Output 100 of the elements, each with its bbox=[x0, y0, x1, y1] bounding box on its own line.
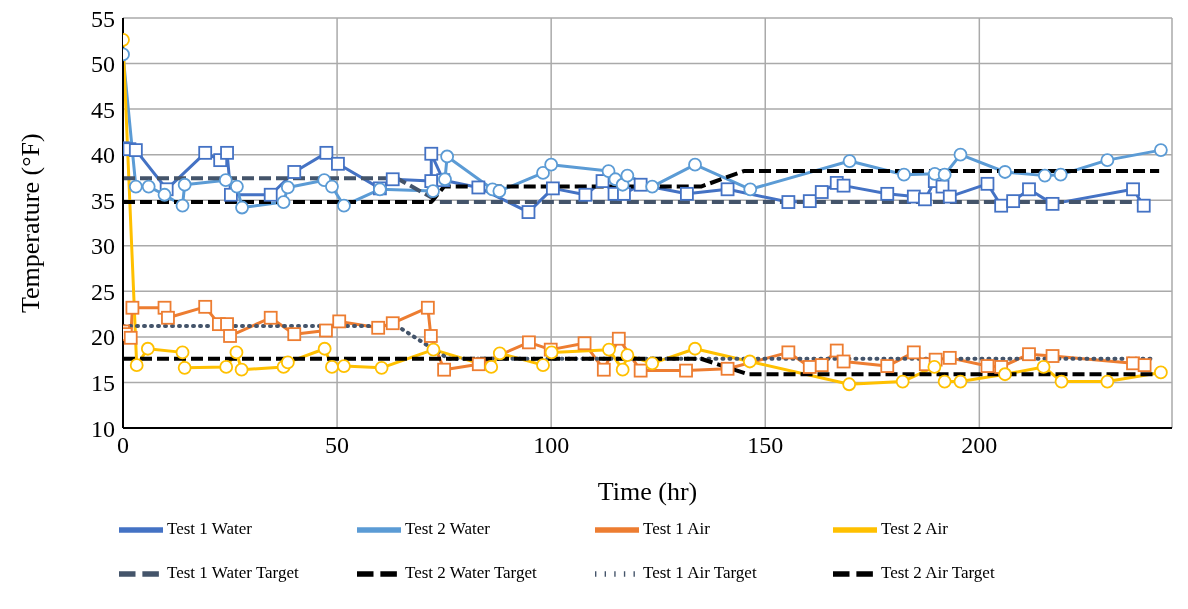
point bbox=[437, 362, 452, 377]
point bbox=[175, 198, 190, 213]
point bbox=[1100, 374, 1115, 389]
legend-label: Test 1 Air bbox=[643, 518, 711, 539]
point bbox=[198, 299, 213, 314]
legend-label: Test 2 Water bbox=[405, 518, 491, 539]
point bbox=[615, 362, 630, 377]
y-tick-label: 40 bbox=[91, 142, 115, 169]
point bbox=[994, 198, 1009, 213]
point bbox=[1053, 167, 1068, 182]
point bbox=[781, 345, 796, 360]
point bbox=[942, 350, 957, 365]
y-tick-label: 35 bbox=[91, 187, 115, 214]
point bbox=[471, 180, 486, 195]
point bbox=[906, 345, 921, 360]
point bbox=[426, 184, 440, 199]
legend-label: Test 1 Water Target bbox=[167, 562, 300, 583]
point bbox=[1137, 358, 1152, 373]
point bbox=[1022, 182, 1036, 197]
point bbox=[937, 374, 952, 389]
point bbox=[371, 320, 386, 335]
point bbox=[337, 359, 351, 373]
point bbox=[645, 179, 660, 194]
point bbox=[602, 342, 616, 357]
point bbox=[953, 374, 968, 389]
point bbox=[337, 198, 351, 213]
point bbox=[141, 179, 156, 194]
legend-label: Test 2 Air Target bbox=[881, 562, 996, 583]
point bbox=[1153, 365, 1168, 380]
point bbox=[937, 167, 952, 182]
point bbox=[742, 354, 757, 369]
point bbox=[319, 323, 333, 338]
point bbox=[679, 363, 693, 378]
point bbox=[492, 184, 507, 199]
point bbox=[836, 178, 851, 193]
point bbox=[998, 367, 1012, 382]
point bbox=[1100, 153, 1115, 168]
point bbox=[688, 157, 702, 172]
point bbox=[880, 359, 895, 373]
point bbox=[1045, 349, 1060, 363]
point bbox=[1037, 168, 1052, 183]
point bbox=[123, 330, 138, 345]
point bbox=[1045, 196, 1060, 211]
point bbox=[234, 362, 249, 377]
point bbox=[720, 182, 735, 197]
y-tick-label: 15 bbox=[91, 369, 115, 396]
point bbox=[536, 165, 550, 180]
point bbox=[331, 156, 345, 171]
point bbox=[280, 180, 295, 195]
point bbox=[1126, 356, 1140, 371]
point bbox=[545, 181, 560, 196]
point bbox=[633, 177, 648, 192]
point bbox=[544, 157, 559, 172]
point bbox=[325, 179, 339, 194]
point bbox=[927, 360, 942, 374]
point bbox=[229, 179, 244, 194]
y-tick-label: 45 bbox=[91, 96, 115, 123]
x-tick-label: 150 bbox=[747, 432, 784, 459]
point bbox=[895, 374, 910, 389]
point bbox=[128, 143, 143, 158]
point bbox=[319, 145, 334, 160]
point bbox=[536, 358, 550, 373]
point bbox=[317, 341, 332, 356]
point bbox=[424, 146, 439, 161]
point bbox=[198, 145, 213, 160]
point bbox=[420, 300, 435, 315]
point bbox=[596, 362, 611, 377]
point bbox=[1022, 347, 1036, 362]
y-tick-label: 50 bbox=[91, 51, 115, 78]
point bbox=[374, 360, 389, 375]
point bbox=[440, 149, 455, 164]
point bbox=[385, 172, 400, 187]
point bbox=[492, 346, 507, 361]
legend-label: Test 2 Air bbox=[881, 518, 949, 539]
point bbox=[471, 357, 486, 372]
legend-label: Test 1 Water bbox=[167, 518, 253, 539]
point bbox=[223, 329, 237, 343]
point bbox=[836, 354, 851, 369]
point bbox=[1126, 182, 1140, 197]
point bbox=[829, 343, 844, 358]
point bbox=[814, 185, 829, 199]
point bbox=[220, 317, 234, 332]
point bbox=[175, 345, 190, 360]
y-tick-label: 10 bbox=[91, 415, 115, 442]
point bbox=[287, 165, 302, 179]
y-tick-label: 30 bbox=[91, 233, 115, 260]
point bbox=[140, 341, 155, 356]
point bbox=[235, 200, 249, 215]
point bbox=[842, 154, 857, 168]
point bbox=[1153, 143, 1168, 158]
point bbox=[385, 316, 400, 331]
point bbox=[645, 356, 660, 371]
point bbox=[521, 205, 536, 219]
point bbox=[128, 179, 143, 194]
point bbox=[129, 358, 144, 373]
point bbox=[577, 336, 592, 351]
point bbox=[998, 165, 1012, 179]
x-tick-label: 0 bbox=[117, 432, 129, 459]
point bbox=[157, 187, 172, 202]
point bbox=[880, 186, 895, 201]
